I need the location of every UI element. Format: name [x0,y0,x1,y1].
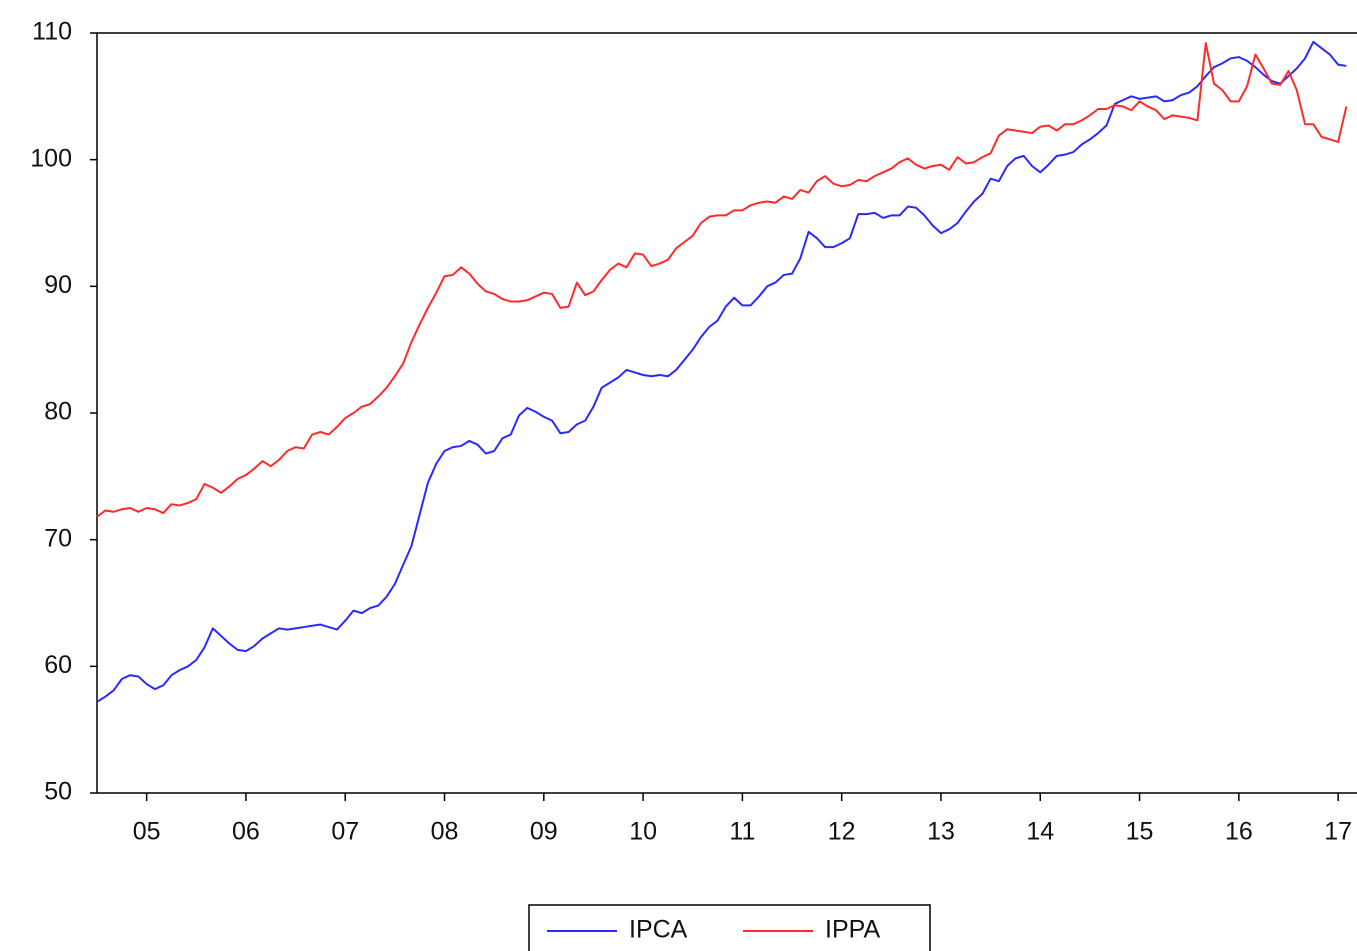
x-tick-label: 07 [331,818,359,846]
legend-label: IPCA [629,916,688,944]
y-tick-label: 100 [30,144,72,172]
legend-label: IPPA [825,916,880,944]
y-tick-label: 110 [32,18,72,46]
x-tick-label: 14 [1026,818,1054,846]
x-tick-label: 08 [431,818,459,846]
plot-frame [96,32,1357,794]
x-tick-label: 11 [729,818,755,846]
y-tick-label: 70 [44,524,72,552]
y-tick-label: 80 [44,398,72,426]
x-tick-label: 09 [530,818,558,846]
x-tick-label: 06 [232,818,260,846]
x-tick-label: 15 [1126,818,1154,846]
x-tick-label: 17 [1324,818,1352,846]
y-tick-label: 90 [44,271,72,299]
x-tick-label: 13 [927,818,955,846]
line-series [96,42,1348,518]
x-tick-label: 12 [828,818,856,846]
y-tick-label: 60 [44,651,72,679]
x-tick-label: 16 [1225,818,1253,846]
legend-box [528,904,931,951]
x-tick-label: 10 [629,818,657,846]
line-series [96,40,1347,703]
x-tick-label: 05 [133,818,161,846]
y-tick-label: 50 [44,778,72,806]
